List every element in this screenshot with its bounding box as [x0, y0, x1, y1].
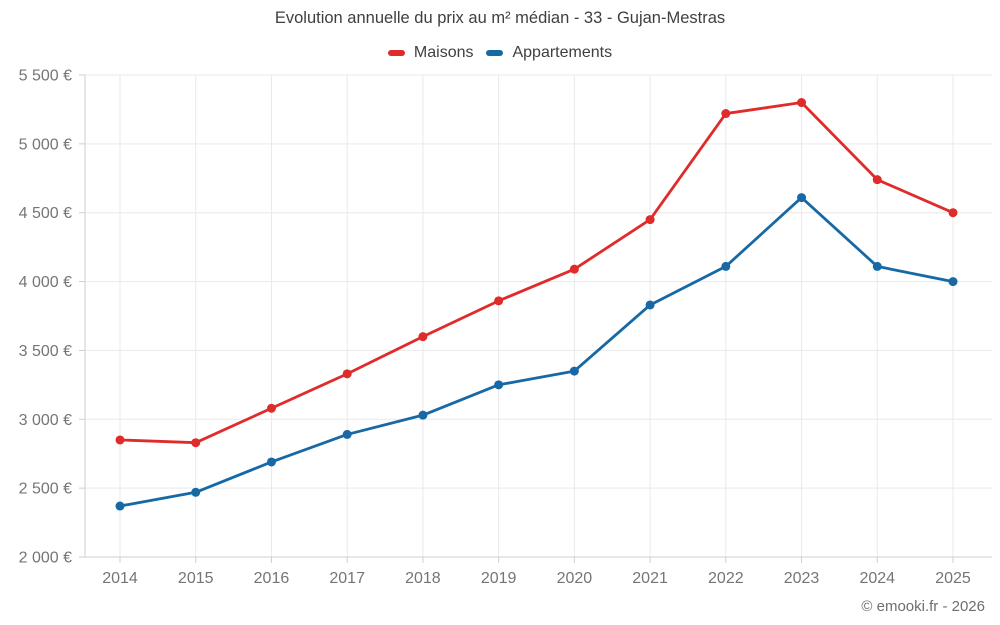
legend-label-maisons: Maisons [413, 44, 474, 61]
data-point-maisons-2016 [266, 403, 276, 413]
data-point-maisons-2020 [569, 264, 579, 274]
y-axis-label-5000: 5 000 € [19, 136, 72, 153]
x-axis-label-2016: 2016 [254, 570, 290, 587]
y-axis-label-2500: 2 500 € [19, 481, 72, 498]
data-point-appartements-2022 [721, 261, 731, 271]
x-axis-label-2025: 2025 [935, 570, 971, 587]
x-axis-label-2018: 2018 [405, 570, 441, 587]
legend-label-appartements: Appartements [512, 44, 613, 61]
data-point-appartements-2025 [948, 277, 958, 287]
data-point-maisons-2023 [797, 98, 807, 108]
x-axis-label-2021: 2021 [632, 570, 668, 587]
data-point-maisons-2021 [645, 215, 655, 225]
chart-title: Evolution annuelle du prix au m² médian … [274, 9, 726, 27]
y-axis-label-4000: 4 000 € [19, 274, 72, 291]
data-point-appartements-2023 [797, 193, 807, 203]
data-point-maisons-2014 [115, 435, 125, 445]
data-point-maisons-2019 [494, 296, 504, 306]
x-axis-label-2023: 2023 [784, 570, 820, 587]
x-axis-label-2022: 2022 [708, 570, 744, 587]
data-point-appartements-2015 [191, 487, 201, 497]
copyright-text: © emooki.fr - 2026 [861, 598, 985, 615]
x-axis-label-2020: 2020 [557, 570, 593, 587]
data-point-appartements-2016 [266, 457, 276, 467]
data-point-maisons-2022 [721, 109, 731, 119]
y-axis-label-3500: 3 500 € [19, 343, 72, 360]
y-axis-label-3000: 3 000 € [19, 412, 72, 429]
y-axis-label-4500: 4 500 € [19, 205, 72, 222]
data-point-appartements-2019 [494, 380, 504, 390]
data-point-maisons-2015 [191, 438, 201, 448]
legend-swatch-maisons-icon [387, 50, 405, 56]
series-line-appartements [118, 196, 955, 508]
legend-swatch-appartements-icon [486, 50, 504, 56]
data-point-maisons-2025 [948, 208, 958, 218]
y-axis-label-5500: 5 500 € [19, 68, 72, 85]
data-point-appartements-2014 [115, 501, 125, 511]
data-point-appartements-2020 [569, 366, 579, 376]
x-axis-label-2017: 2017 [329, 570, 365, 587]
data-point-appartements-2024 [872, 261, 882, 271]
data-point-appartements-2018 [418, 410, 428, 420]
legend-item-maisons[interactable]: Maisons [387, 44, 474, 62]
data-point-appartements-2021 [645, 300, 655, 310]
legend-item-appartements[interactable]: Appartements [486, 44, 612, 62]
y-axis-label-2000: 2 000 € [19, 550, 72, 567]
x-axis-label-2014: 2014 [102, 570, 138, 587]
data-point-maisons-2017 [342, 369, 352, 379]
x-axis-label-2019: 2019 [481, 570, 517, 587]
series-line-maisons [118, 101, 955, 445]
data-point-maisons-2018 [418, 332, 428, 342]
x-axis-label-2015: 2015 [178, 570, 214, 587]
data-point-maisons-2024 [872, 175, 882, 185]
chart-legend: Maisons Appartements [0, 44, 1000, 62]
x-axis-label-2024: 2024 [859, 570, 895, 587]
data-point-appartements-2017 [342, 429, 352, 439]
